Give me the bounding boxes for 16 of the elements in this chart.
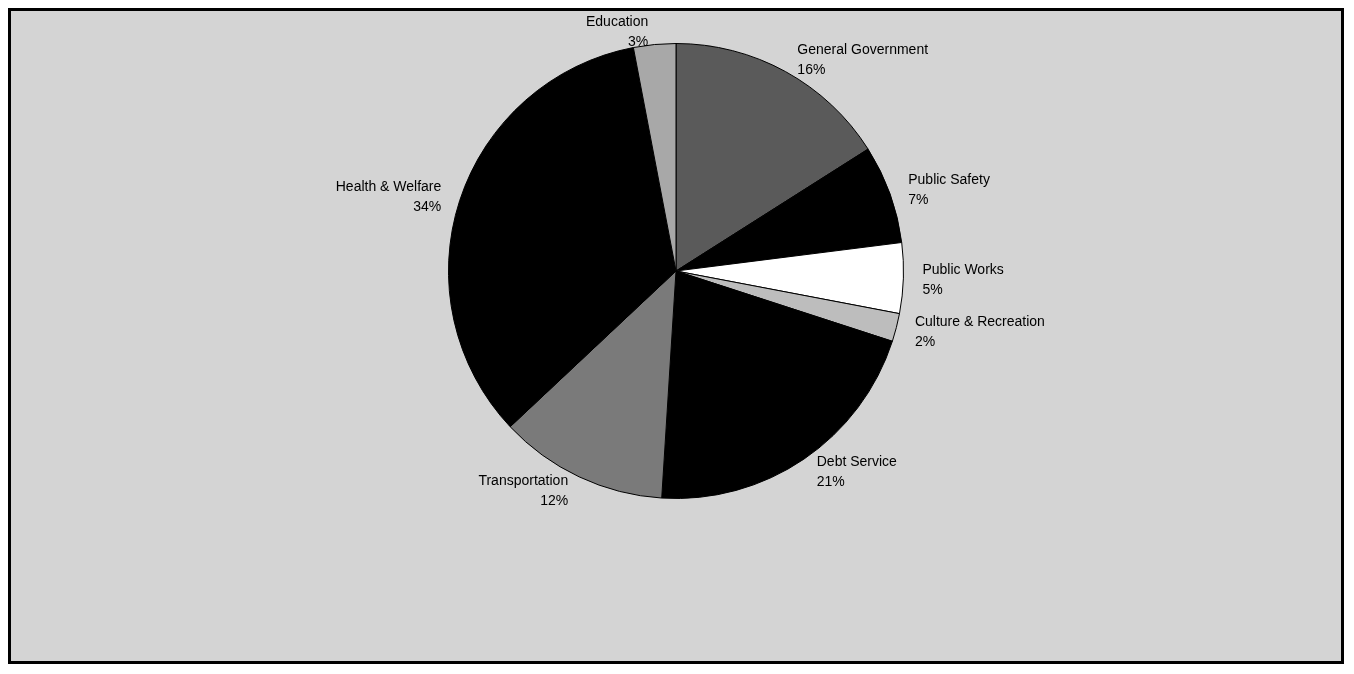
slice-label: Culture & Recreation (914, 313, 1045, 330)
data-label: 12% (540, 491, 569, 508)
slice-label: Public Works (922, 260, 1004, 277)
data-label: 34% (413, 198, 442, 215)
slice-label: Public Safety (908, 171, 990, 188)
data-label: 16% (797, 61, 826, 78)
slice-label: Health & Welfare (335, 178, 442, 195)
slice-label: Transportation (478, 471, 569, 488)
data-label: 21% (816, 472, 845, 489)
data-label: 2% (914, 333, 936, 350)
slice-label: Debt Service (816, 452, 898, 469)
data-label: 5% (922, 280, 943, 297)
slice-label: Education (585, 12, 649, 29)
data-label: 7% (908, 191, 929, 208)
slice-label: General Government (797, 41, 929, 58)
data-label: 3% (628, 32, 649, 49)
